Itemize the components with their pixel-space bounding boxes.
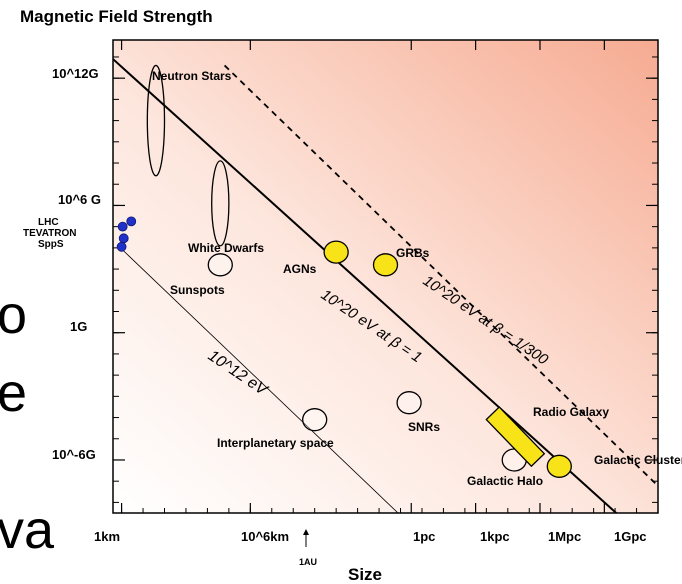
astro-objects — [146, 64, 572, 478]
x-tick-1kpc: 1kpc — [480, 529, 510, 544]
plot-background — [113, 40, 658, 513]
background-letters-va: va — [0, 500, 55, 560]
y-tick-1e6: 10^6 G — [58, 192, 101, 207]
x-axis-label: Size — [348, 565, 382, 584]
energy-line-0 — [113, 58, 618, 513]
accelerator-point-0 — [117, 221, 128, 232]
y-tick-1e12: 10^12G — [52, 66, 99, 81]
label-grbs: GRBs — [396, 246, 430, 260]
label-lhc: LHC — [38, 217, 59, 228]
label-interplanetary-space: Interplanetary space — [217, 436, 334, 450]
x-tick-1gpc: 1Gpc — [614, 529, 647, 544]
y-tick-1e-6: 10^-6G — [52, 447, 96, 462]
energy-lines — [113, 58, 658, 513]
object-sunspots — [207, 253, 233, 277]
energy-line-1 — [223, 64, 658, 488]
object-galactic-cluster — [546, 454, 572, 478]
object-agns — [323, 240, 349, 264]
object-white-dwarfs — [211, 160, 230, 247]
x-annotation-1au: 1AU — [299, 557, 317, 567]
object-grbs — [372, 253, 399, 277]
object-radio-galaxy — [485, 406, 546, 468]
accelerator-point-1 — [126, 216, 137, 227]
label-agns: AGNs — [283, 262, 317, 276]
chart-title: Magnetic Field Strength — [20, 7, 213, 26]
x-tick-1e6km: 10^6km — [241, 529, 289, 544]
object-interplanetary-space — [302, 408, 328, 432]
label-spps: SppS — [38, 239, 64, 250]
label-radio-galaxy: Radio Galaxy — [533, 405, 609, 419]
label-neutron-stars: Neutron Stars — [152, 69, 232, 83]
plot-frame — [112, 39, 659, 514]
label-snrs: SNRs — [408, 420, 440, 434]
x-annotation-1au-arrowhead — [303, 529, 309, 535]
label-sunspots: Sunspots — [170, 283, 225, 297]
background-letter-e: e — [0, 363, 27, 423]
label-galactic-halo: Galactic Halo — [467, 474, 543, 488]
x-tick-1km: 1km — [94, 529, 120, 544]
label-galactic-cluster: Galactic Cluster — [594, 453, 682, 467]
accelerator-point-3 — [116, 241, 127, 252]
y-tick-1: 1G — [70, 319, 87, 334]
x-tick-1mpc: 1Mpc — [548, 529, 581, 544]
accelerator-point-2 — [118, 233, 129, 244]
label-tevatron: TEVATRON — [23, 228, 77, 239]
background-letter-o: o — [0, 285, 27, 345]
energy-line-2 — [122, 249, 399, 513]
x-tick-1pc: 1pc — [413, 529, 435, 544]
object-snrs — [396, 391, 422, 415]
accelerator-points — [116, 216, 137, 252]
label-white-dwarfs: White Dwarfs — [188, 241, 264, 255]
object-neutron-stars — [146, 64, 166, 177]
